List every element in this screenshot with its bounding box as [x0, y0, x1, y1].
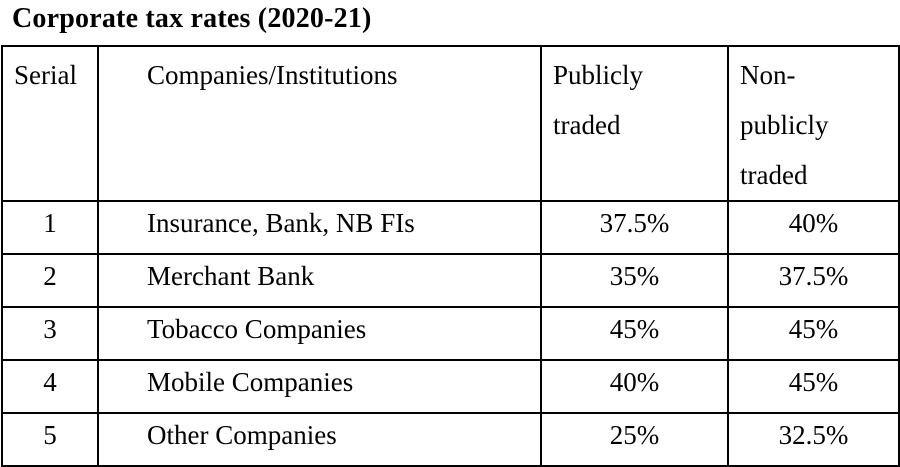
table-row: 1 Insurance, Bank, NB FIs 37.5% 40% [1, 200, 900, 255]
header-serial: Serial [1, 45, 99, 202]
table-row: 2 Merchant Bank 35% 37.5% [1, 253, 900, 308]
publicly-rate-cell: 35% [540, 253, 729, 308]
publicly-rate-cell: 45% [540, 306, 729, 361]
company-cell: Tobacco Companies [97, 306, 542, 361]
serial-cell: 5 [1, 412, 99, 467]
header-non-publicly-traded: Non- publicly traded [727, 45, 900, 202]
serial-cell: 3 [1, 306, 99, 361]
header-companies-institutions: Companies/Institutions [97, 45, 542, 202]
table-row: 5 Other Companies 25% 32.5% [1, 412, 900, 467]
publicly-rate-cell: 37.5% [540, 200, 729, 255]
non-publicly-rate-cell: 45% [727, 306, 900, 361]
non-publicly-rate-cell: 40% [727, 200, 900, 255]
serial-cell: 1 [1, 200, 99, 255]
publicly-rate-cell: 25% [540, 412, 729, 467]
non-publicly-rate-cell: 37.5% [727, 253, 900, 308]
company-cell: Mobile Companies [97, 359, 542, 414]
company-cell: Merchant Bank [97, 253, 542, 308]
corporate-tax-rates-table: Serial Companies/Institutions Publicly t… [1, 45, 900, 467]
serial-cell: 4 [1, 359, 99, 414]
serial-cell: 2 [1, 253, 99, 308]
table-row: 4 Mobile Companies 40% 45% [1, 359, 900, 414]
non-publicly-rate-cell: 32.5% [727, 412, 900, 467]
header-publicly-traded: Publicly traded [540, 45, 729, 202]
publicly-rate-cell: 40% [540, 359, 729, 414]
table-header-row: Serial Companies/Institutions Publicly t… [1, 45, 900, 202]
company-cell: Other Companies [97, 412, 542, 467]
company-cell: Insurance, Bank, NB FIs [97, 200, 542, 255]
table-row: 3 Tobacco Companies 45% 45% [1, 306, 900, 361]
non-publicly-rate-cell: 45% [727, 359, 900, 414]
page-title: Corporate tax rates (2020-21) [12, 3, 372, 34]
